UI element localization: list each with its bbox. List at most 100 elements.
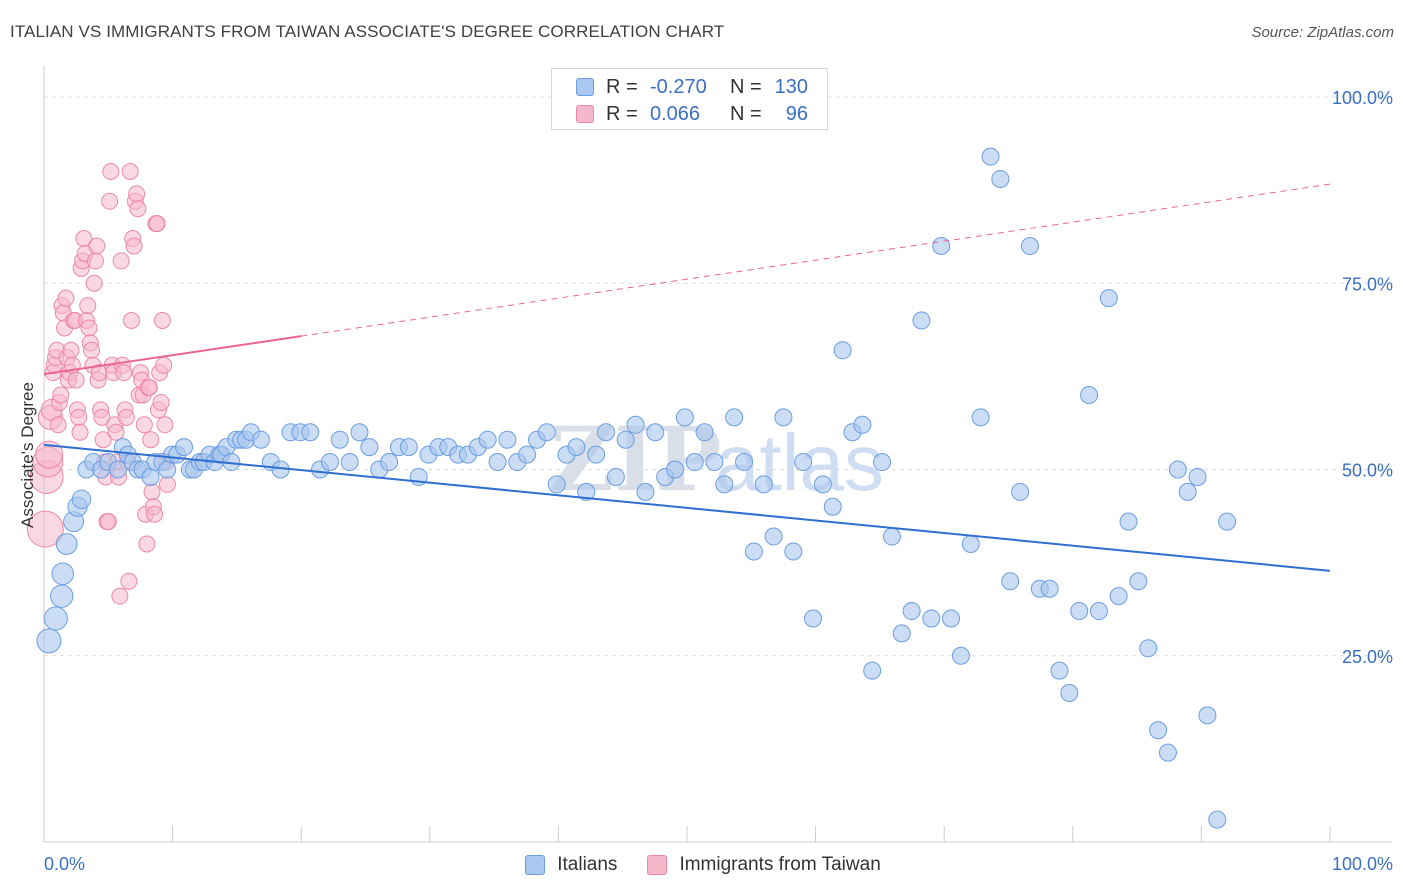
point-italians [774,408,793,427]
point-taiwan [117,408,135,426]
trend-lines [43,183,1331,572]
point-italians [51,562,75,586]
point-italians [1089,602,1108,621]
legend-item-taiwan[interactable]: Immigrants from Taiwan [647,854,881,876]
point-italians [804,609,823,628]
point-italians [1020,237,1039,255]
point-italians [715,475,734,494]
point-italians [675,408,694,427]
point-taiwan [156,416,174,434]
point-taiwan [26,510,64,548]
point-taiwan [115,364,133,382]
point-taiwan [125,237,143,255]
point-taiwan [94,431,112,449]
n-label: N = [730,75,762,98]
point-taiwan [49,416,67,434]
x-tick-label-min: 0.0% [44,854,85,874]
point-taiwan [86,252,104,270]
legend-item-italians[interactable]: Italians [525,854,617,876]
r-value: -0.270 [650,75,707,98]
point-taiwan [142,431,160,449]
point-italians [547,475,566,494]
point-italians [50,584,74,608]
point-italians [626,415,645,434]
point-italians [813,475,832,494]
point-italians [685,453,704,472]
point-italians [55,533,78,555]
point-italians [320,453,339,472]
point-italians [158,460,177,479]
point-italians [616,430,635,449]
point-taiwan [152,393,170,411]
r-label: R = [606,75,638,98]
point-italians [488,453,507,472]
point-taiwan [67,371,85,389]
point-italians [1188,467,1207,486]
point-italians [498,430,517,449]
point-italians [823,497,842,516]
point-italians [932,237,951,255]
correlation-legend: R = -0.270 N = 130 R = 0.066 N = 96 [551,68,828,130]
legend-swatch-pink [576,105,594,123]
point-italians [882,527,901,546]
point-italians [981,147,1000,166]
point-taiwan [111,587,129,605]
point-taiwan [120,572,138,590]
point-italians [1149,721,1168,740]
point-italians [518,445,537,464]
point-italians [892,624,911,643]
point-italians [1001,572,1020,591]
point-italians [1129,572,1148,591]
point-italians [141,467,160,486]
legend-swatch-blue [576,78,594,96]
n-label: N = [730,102,762,125]
y-tick-label-3: 25.0% [1342,647,1393,667]
grid-lines [44,96,1392,657]
point-taiwan [112,252,130,270]
r-value: 0.066 [650,102,701,125]
point-italians [853,415,872,434]
point-italians [754,475,773,494]
point-italians [695,423,714,442]
point-italians [764,527,783,546]
point-italians [108,460,127,479]
point-italians [567,438,586,457]
point-italians [1040,579,1059,598]
point-taiwan [102,163,120,180]
point-italians [1158,743,1177,762]
point-italians [744,542,763,561]
chart-title: ITALIAN VS IMMIGRANTS FROM TAIWAN ASSOCI… [10,22,725,41]
y-tick-label-2: 50.0% [1342,461,1393,481]
point-taiwan [52,386,70,404]
point-italians [1099,289,1118,308]
trend-line-italians [43,443,1331,572]
point-italians [873,453,892,472]
point-italians [596,423,615,442]
point-taiwan [155,356,173,374]
point-italians [399,438,418,457]
point-taiwan [143,483,161,501]
point-taiwan [135,416,153,434]
point-italians [863,661,882,680]
legend-label-italians: Italians [557,854,618,875]
point-italians [301,423,320,442]
tick-labels: 100.0% 75.0% 50.0% 25.0% 0.0% 100.0% [44,88,1393,874]
y-tick-label-0: 100.0% [1332,88,1393,108]
point-italians [636,482,655,501]
point-taiwan [153,312,171,329]
point-italians [1139,639,1158,658]
point-taiwan [79,297,97,315]
point-taiwan [85,274,103,292]
legend-row-taiwan: R = 0.066 N = 96 [576,100,808,128]
point-italians [340,453,359,472]
series-italians [36,147,1237,829]
series-immigrants-from-taiwan [26,163,176,605]
point-italians [1218,512,1237,531]
point-italians [912,311,931,330]
point-italians [991,169,1010,188]
series-legend: Italians Immigrants from Taiwan [0,852,1406,878]
point-italians [587,445,606,464]
point-italians [1208,810,1227,829]
point-italians [1011,482,1030,501]
n-value: 130 [774,75,808,98]
